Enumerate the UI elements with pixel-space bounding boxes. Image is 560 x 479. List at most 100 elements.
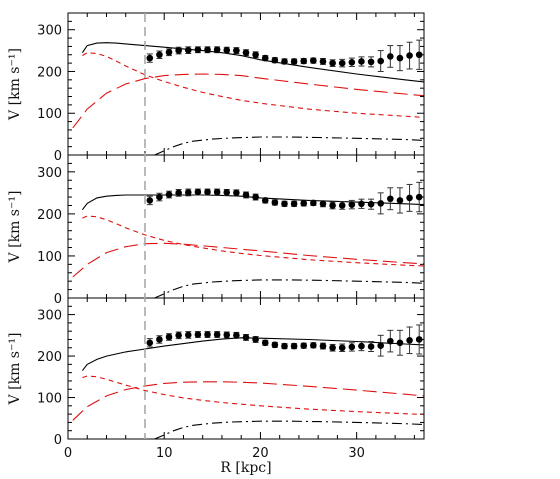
data-point xyxy=(156,336,163,343)
y-tick-label: 0 xyxy=(54,433,62,448)
data-point xyxy=(367,58,375,66)
data-point xyxy=(213,46,221,54)
y-tick-label: 100 xyxy=(37,107,62,122)
plot-area xyxy=(72,324,424,439)
data-point xyxy=(300,57,308,65)
y-axis-label: V [km s⁻¹] xyxy=(7,333,23,406)
data-point xyxy=(252,336,259,343)
data-point xyxy=(261,197,269,204)
data-point xyxy=(319,58,327,65)
panel-2: 0 100 200 300 V [km s⁻¹] xyxy=(7,154,425,307)
axis-ticks xyxy=(68,13,424,155)
data-point xyxy=(146,54,154,62)
dash-dot-model-curve xyxy=(154,420,424,439)
x-tick-label: 20 xyxy=(252,446,269,461)
y-axis-label: V [km s⁻¹] xyxy=(7,48,23,121)
solid-model-curve xyxy=(81,337,424,371)
data-point xyxy=(194,188,202,196)
y-tick-label: 0 xyxy=(54,292,62,307)
data-point xyxy=(194,331,202,338)
axis-ticks xyxy=(68,155,424,298)
data-point xyxy=(348,58,356,66)
data-point xyxy=(213,188,221,196)
y-tick-label: 300 xyxy=(37,309,62,324)
data-point xyxy=(310,341,317,349)
data-point xyxy=(310,199,317,207)
panel-1: 0 100 200 300 V [km s⁻¹] xyxy=(7,12,425,164)
data-point xyxy=(367,343,375,350)
data-point xyxy=(165,191,173,198)
plot-area xyxy=(72,181,424,298)
data-point xyxy=(387,53,394,60)
data-point xyxy=(377,342,385,349)
data-point xyxy=(329,202,336,209)
long-dashed-model-curve xyxy=(72,242,424,278)
data-point xyxy=(406,337,413,344)
data-point xyxy=(310,57,317,64)
dash-dot-model-curve xyxy=(154,279,424,298)
data-point xyxy=(281,58,288,65)
solid-model-curve xyxy=(81,42,424,83)
data-point xyxy=(165,333,173,341)
short-dashed-model-curve xyxy=(82,52,424,118)
data-point xyxy=(271,341,279,349)
data-point xyxy=(184,46,192,54)
data-point xyxy=(252,193,259,201)
data-point xyxy=(387,337,394,345)
data-point xyxy=(290,200,298,208)
data-point xyxy=(300,342,308,349)
data-point xyxy=(233,332,240,339)
data-point xyxy=(329,59,336,67)
data-point xyxy=(175,189,182,197)
y-axis-label: V [km s⁻¹] xyxy=(7,191,23,264)
short-dashed-model-curve xyxy=(82,375,424,416)
data-point xyxy=(396,339,404,347)
data-point xyxy=(358,342,365,350)
data-point xyxy=(338,344,346,352)
data-point xyxy=(358,58,365,65)
data-point xyxy=(204,188,211,196)
data-point xyxy=(377,57,385,65)
data-point xyxy=(281,200,288,208)
x-tick-label: 0 xyxy=(64,446,72,461)
data-point xyxy=(415,336,423,343)
x-tick-label: 30 xyxy=(348,446,365,461)
data-point xyxy=(319,200,327,208)
data-point xyxy=(396,54,404,62)
data-point xyxy=(184,331,192,339)
data-point xyxy=(329,344,336,352)
data-point xyxy=(319,342,327,350)
data-point xyxy=(338,59,346,67)
data-point xyxy=(156,193,163,201)
panel-frame xyxy=(67,154,425,299)
y-tick-label: 200 xyxy=(37,350,62,365)
data-point xyxy=(242,334,250,341)
plot-area xyxy=(72,39,424,155)
x-tick-label: 10 xyxy=(156,446,173,461)
data-point xyxy=(300,200,308,207)
data-point xyxy=(271,199,279,206)
data-point xyxy=(387,195,394,203)
data-point xyxy=(223,189,231,196)
dash-dot-model-curve xyxy=(154,136,424,155)
y-tick-label: 200 xyxy=(37,65,62,80)
x-axis-label: R [kpc] xyxy=(220,460,271,476)
panel-3: 0 100 200 300 V [km s⁻¹] xyxy=(7,297,425,448)
data-point xyxy=(233,47,240,54)
long-dashed-model-curve xyxy=(72,73,424,129)
data-point xyxy=(165,48,173,56)
data-point xyxy=(348,201,356,208)
data-point xyxy=(367,200,375,208)
data-point xyxy=(223,331,231,339)
data-point xyxy=(261,54,269,62)
long-dashed-model-curve xyxy=(72,381,424,421)
data-point xyxy=(415,193,423,201)
data-point xyxy=(233,189,240,197)
data-point xyxy=(204,46,211,54)
data-point xyxy=(213,331,221,338)
data-point xyxy=(290,58,298,65)
data-point xyxy=(406,194,413,202)
data-point xyxy=(396,197,404,204)
short-dashed-model-curve xyxy=(82,215,424,267)
